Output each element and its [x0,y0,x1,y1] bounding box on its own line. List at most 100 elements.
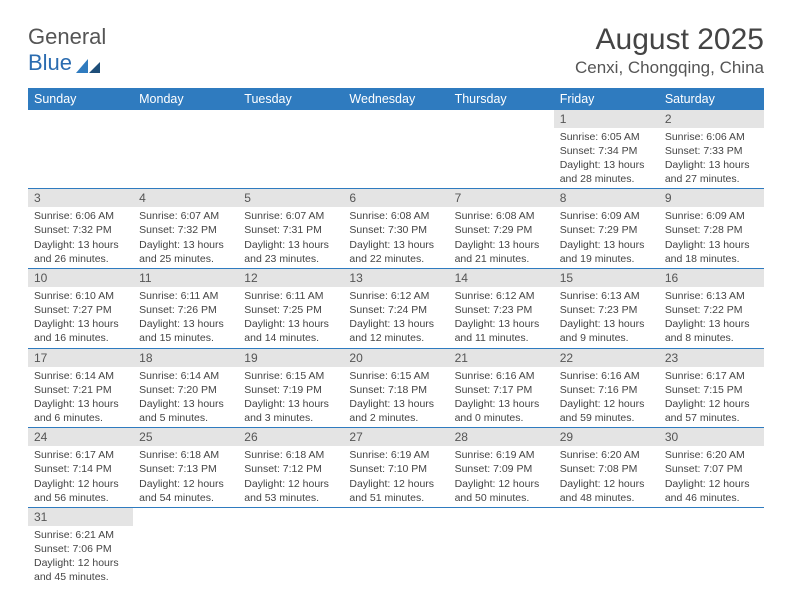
calendar-cell [133,110,238,189]
day-info: Sunrise: 6:19 AMSunset: 7:10 PMDaylight:… [343,446,448,507]
calendar-cell: 29Sunrise: 6:20 AMSunset: 7:08 PMDayligh… [554,428,659,508]
weekday-header: Friday [554,88,659,110]
calendar-cell: 30Sunrise: 6:20 AMSunset: 7:07 PMDayligh… [659,428,764,508]
day-info: Sunrise: 6:05 AMSunset: 7:34 PMDaylight:… [554,128,659,189]
day-number: 10 [28,269,133,287]
calendar-cell: 14Sunrise: 6:12 AMSunset: 7:23 PMDayligh… [449,268,554,348]
calendar-cell: 5Sunrise: 6:07 AMSunset: 7:31 PMDaylight… [238,189,343,269]
day-info: Sunrise: 6:09 AMSunset: 7:29 PMDaylight:… [554,207,659,268]
calendar-cell: 10Sunrise: 6:10 AMSunset: 7:27 PMDayligh… [28,268,133,348]
day-number: 31 [28,508,133,526]
day-info: Sunrise: 6:18 AMSunset: 7:12 PMDaylight:… [238,446,343,507]
day-info: Sunrise: 6:06 AMSunset: 7:32 PMDaylight:… [28,207,133,268]
day-number: 2 [659,110,764,128]
calendar-cell: 22Sunrise: 6:16 AMSunset: 7:16 PMDayligh… [554,348,659,428]
day-info: Sunrise: 6:16 AMSunset: 7:16 PMDaylight:… [554,367,659,428]
weekday-header: Sunday [28,88,133,110]
day-info: Sunrise: 6:08 AMSunset: 7:30 PMDaylight:… [343,207,448,268]
day-info: Sunrise: 6:19 AMSunset: 7:09 PMDaylight:… [449,446,554,507]
day-info: Sunrise: 6:11 AMSunset: 7:26 PMDaylight:… [133,287,238,348]
logo-word-general: General [28,24,106,49]
day-number: 19 [238,349,343,367]
day-number: 8 [554,189,659,207]
day-number: 23 [659,349,764,367]
day-info: Sunrise: 6:09 AMSunset: 7:28 PMDaylight:… [659,207,764,268]
calendar-cell: 20Sunrise: 6:15 AMSunset: 7:18 PMDayligh… [343,348,448,428]
calendar-cell: 11Sunrise: 6:11 AMSunset: 7:26 PMDayligh… [133,268,238,348]
day-info: Sunrise: 6:15 AMSunset: 7:18 PMDaylight:… [343,367,448,428]
day-info: Sunrise: 6:08 AMSunset: 7:29 PMDaylight:… [449,207,554,268]
calendar-cell: 23Sunrise: 6:17 AMSunset: 7:15 PMDayligh… [659,348,764,428]
day-info: Sunrise: 6:12 AMSunset: 7:23 PMDaylight:… [449,287,554,348]
day-info: Sunrise: 6:14 AMSunset: 7:21 PMDaylight:… [28,367,133,428]
calendar-cell: 19Sunrise: 6:15 AMSunset: 7:19 PMDayligh… [238,348,343,428]
day-info: Sunrise: 6:17 AMSunset: 7:14 PMDaylight:… [28,446,133,507]
day-number: 17 [28,349,133,367]
calendar-cell [238,110,343,189]
calendar-cell [133,507,238,586]
calendar-cell [449,110,554,189]
day-number: 12 [238,269,343,287]
calendar-cell: 15Sunrise: 6:13 AMSunset: 7:23 PMDayligh… [554,268,659,348]
day-info: Sunrise: 6:15 AMSunset: 7:19 PMDaylight:… [238,367,343,428]
calendar-cell: 3Sunrise: 6:06 AMSunset: 7:32 PMDaylight… [28,189,133,269]
day-number: 7 [449,189,554,207]
logo: General Blue [28,24,106,76]
weekday-header: Thursday [449,88,554,110]
day-info: Sunrise: 6:06 AMSunset: 7:33 PMDaylight:… [659,128,764,189]
day-info: Sunrise: 6:17 AMSunset: 7:15 PMDaylight:… [659,367,764,428]
calendar-cell: 21Sunrise: 6:16 AMSunset: 7:17 PMDayligh… [449,348,554,428]
day-number: 26 [238,428,343,446]
day-number: 18 [133,349,238,367]
calendar-cell: 17Sunrise: 6:14 AMSunset: 7:21 PMDayligh… [28,348,133,428]
day-number: 28 [449,428,554,446]
day-info: Sunrise: 6:20 AMSunset: 7:08 PMDaylight:… [554,446,659,507]
calendar-cell: 27Sunrise: 6:19 AMSunset: 7:10 PMDayligh… [343,428,448,508]
weekday-header: Monday [133,88,238,110]
day-number: 4 [133,189,238,207]
location: Cenxi, Chongqing, China [575,58,764,78]
weekday-header: Wednesday [343,88,448,110]
day-info: Sunrise: 6:13 AMSunset: 7:22 PMDaylight:… [659,287,764,348]
calendar: SundayMondayTuesdayWednesdayThursdayFrid… [28,88,764,587]
weekday-header: Saturday [659,88,764,110]
day-number: 25 [133,428,238,446]
day-number: 1 [554,110,659,128]
day-number: 27 [343,428,448,446]
calendar-cell: 28Sunrise: 6:19 AMSunset: 7:09 PMDayligh… [449,428,554,508]
header: General Blue August 2025 Cenxi, Chongqin… [28,24,764,78]
day-number: 5 [238,189,343,207]
title-block: August 2025 Cenxi, Chongqing, China [575,24,764,78]
day-info: Sunrise: 6:07 AMSunset: 7:31 PMDaylight:… [238,207,343,268]
month-title: August 2025 [575,24,764,56]
day-info: Sunrise: 6:20 AMSunset: 7:07 PMDaylight:… [659,446,764,507]
calendar-cell: 16Sunrise: 6:13 AMSunset: 7:22 PMDayligh… [659,268,764,348]
calendar-cell: 8Sunrise: 6:09 AMSunset: 7:29 PMDaylight… [554,189,659,269]
day-number: 14 [449,269,554,287]
calendar-cell [28,110,133,189]
day-number: 30 [659,428,764,446]
sail-icon [76,59,100,73]
calendar-cell [554,507,659,586]
calendar-cell: 6Sunrise: 6:08 AMSunset: 7:30 PMDaylight… [343,189,448,269]
calendar-cell: 1Sunrise: 6:05 AMSunset: 7:34 PMDaylight… [554,110,659,189]
day-number: 15 [554,269,659,287]
calendar-cell: 12Sunrise: 6:11 AMSunset: 7:25 PMDayligh… [238,268,343,348]
day-info: Sunrise: 6:10 AMSunset: 7:27 PMDaylight:… [28,287,133,348]
day-number: 6 [343,189,448,207]
calendar-header-row: SundayMondayTuesdayWednesdayThursdayFrid… [28,88,764,110]
day-number: 11 [133,269,238,287]
day-info: Sunrise: 6:18 AMSunset: 7:13 PMDaylight:… [133,446,238,507]
calendar-cell [659,507,764,586]
day-number: 3 [28,189,133,207]
calendar-cell: 31Sunrise: 6:21 AMSunset: 7:06 PMDayligh… [28,507,133,586]
calendar-cell: 18Sunrise: 6:14 AMSunset: 7:20 PMDayligh… [133,348,238,428]
logo-text: General Blue [28,24,106,76]
day-number: 21 [449,349,554,367]
calendar-cell: 24Sunrise: 6:17 AMSunset: 7:14 PMDayligh… [28,428,133,508]
calendar-cell [343,507,448,586]
calendar-cell: 4Sunrise: 6:07 AMSunset: 7:32 PMDaylight… [133,189,238,269]
day-number: 9 [659,189,764,207]
calendar-cell: 9Sunrise: 6:09 AMSunset: 7:28 PMDaylight… [659,189,764,269]
day-number: 16 [659,269,764,287]
